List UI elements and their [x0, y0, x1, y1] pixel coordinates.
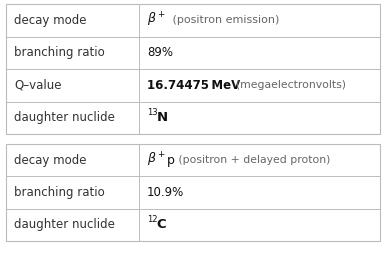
Bar	[6, 4, 380, 134]
Bar	[6, 144, 380, 241]
Text: (megaelectronvolts): (megaelectronvolts)	[229, 80, 346, 90]
Text: branching ratio: branching ratio	[14, 186, 105, 199]
Text: 12: 12	[147, 215, 157, 224]
Text: daughter nuclide: daughter nuclide	[14, 111, 115, 124]
Text: $\beta^+$: $\beta^+$	[147, 151, 166, 169]
Text: 89%: 89%	[147, 46, 173, 59]
Text: Q–value: Q–value	[14, 79, 61, 92]
Text: (positron + delayed proton): (positron + delayed proton)	[175, 155, 330, 165]
Text: decay mode: decay mode	[14, 14, 86, 27]
Text: p: p	[167, 154, 174, 167]
Text: N: N	[157, 111, 168, 124]
Text: daughter nuclide: daughter nuclide	[14, 218, 115, 231]
Text: $\beta^+$: $\beta^+$	[147, 11, 166, 30]
Bar	[6, 144, 380, 241]
Text: 10.9%: 10.9%	[147, 186, 184, 199]
Text: C: C	[157, 218, 166, 231]
Bar	[6, 4, 380, 134]
Text: 13: 13	[147, 108, 157, 117]
Text: (positron emission): (positron emission)	[169, 15, 279, 25]
Text: decay mode: decay mode	[14, 154, 86, 167]
Text: branching ratio: branching ratio	[14, 46, 105, 59]
Text: 16.74475 MeV: 16.74475 MeV	[147, 79, 240, 92]
